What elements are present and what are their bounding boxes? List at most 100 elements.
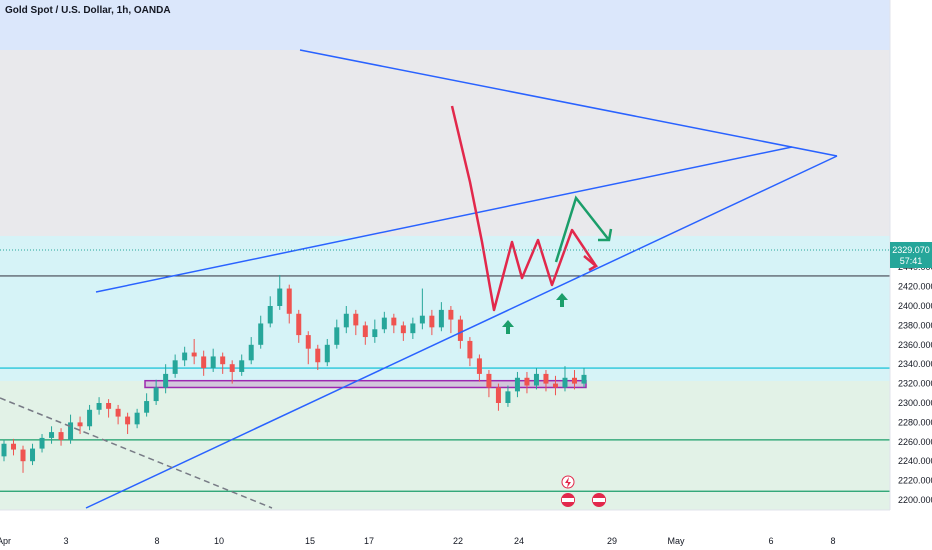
us-flag-stripes [593,498,605,502]
candles [1,274,587,473]
candle [571,370,577,390]
y-tick-label: 2380.000 [898,320,932,330]
y-tick-label: 2220.000 [898,476,932,486]
candle [448,306,454,334]
lightning-glyph [565,477,571,488]
candle [229,360,235,384]
candle [277,274,283,310]
candle [353,309,359,336]
candle [96,397,102,415]
candle [476,354,482,382]
band-gray [0,50,890,236]
x-tick-label: 17 [364,536,374,546]
candle [163,364,169,394]
drawings [0,49,838,509]
candle [524,371,530,394]
bar-countdown: 57:41 [900,256,923,266]
candle [419,288,425,330]
up-arrow-icon[interactable] [502,320,514,334]
support-zone[interactable] [144,379,587,389]
candle [505,385,511,407]
x-tick-label: 8 [830,536,835,546]
candle [429,309,435,336]
candle [248,337,254,365]
candle [362,321,368,345]
candle [144,393,150,417]
candle [315,344,321,371]
candle [286,284,292,324]
candle [201,350,207,376]
x-tick-label: 29 [607,536,617,546]
candle [125,412,131,435]
up-arrow-icon[interactable] [556,293,568,307]
candle [334,319,340,349]
candle [1,439,7,462]
candle [267,296,273,328]
y-tick-label: 2260.000 [898,437,932,447]
candle [20,445,26,473]
x-tick-label: 24 [514,536,524,546]
candle [30,443,36,466]
candle [58,428,64,446]
us-flag-stripes [562,498,574,502]
x-tick-label: 6 [768,536,773,546]
price-badge [890,242,932,268]
x-tick-label: 8 [154,536,159,546]
x-tick-label: 22 [453,536,463,546]
trendline-lower-ascending[interactable] [85,155,838,509]
candle [258,315,264,349]
candle [562,366,568,392]
candle [153,379,159,405]
candle [552,375,558,396]
y-tick-label: 2340.000 [898,359,932,369]
candle [106,399,112,418]
y-tick-label: 2280.000 [898,417,932,427]
candle [467,337,473,367]
candle [372,319,378,343]
x-tick-label: 15 [305,536,315,546]
candle [581,368,587,388]
x-tick-label: May [667,536,685,546]
time-axis: Apr 3 8 10 15 17 22 24 29 May 6 8 [0,509,932,550]
candle [438,302,444,332]
zigzag-path[interactable] [450,105,598,312]
candle [134,408,140,429]
candle [381,311,387,334]
candle [77,416,83,435]
y-tick-label: 2320.000 [898,379,932,389]
candle [239,354,245,376]
candle [68,414,74,444]
x-tick-label: 3 [63,536,68,546]
trendline-upper-descending[interactable] [299,49,838,157]
projection-path[interactable] [554,195,610,263]
candle [533,368,539,390]
current-price-label: 2329.070 57:41 [0,242,932,268]
x-tick-label: 10 [214,536,224,546]
y-tick-label: 2360.000 [898,340,932,350]
candle [410,317,416,339]
candle [182,346,188,367]
candle [39,434,45,453]
horizontal-levels [0,275,890,492]
zigzag-arrowhead [583,255,599,272]
candle [543,370,549,392]
candle [210,348,216,372]
trendline-mid-ascending[interactable] [95,146,793,293]
x-tick-label: Apr [0,536,11,546]
y-tick-label: 2400.000 [898,301,932,311]
candle [305,331,311,365]
chart-title: Gold Spot / U.S. Dollar, 1h, OANDA [5,5,171,16]
candle [400,321,406,341]
candle [296,309,302,343]
event-icons [561,475,606,507]
candle [486,370,492,398]
trendline-dashed[interactable] [0,397,273,509]
candle [191,338,197,365]
candle [11,438,17,456]
candle [49,426,55,444]
y-tick-label: 2300.000 [898,398,932,408]
current-price: 2329.070 [892,245,930,255]
y-tick-label: 2240.000 [898,456,932,466]
candle [172,354,178,378]
